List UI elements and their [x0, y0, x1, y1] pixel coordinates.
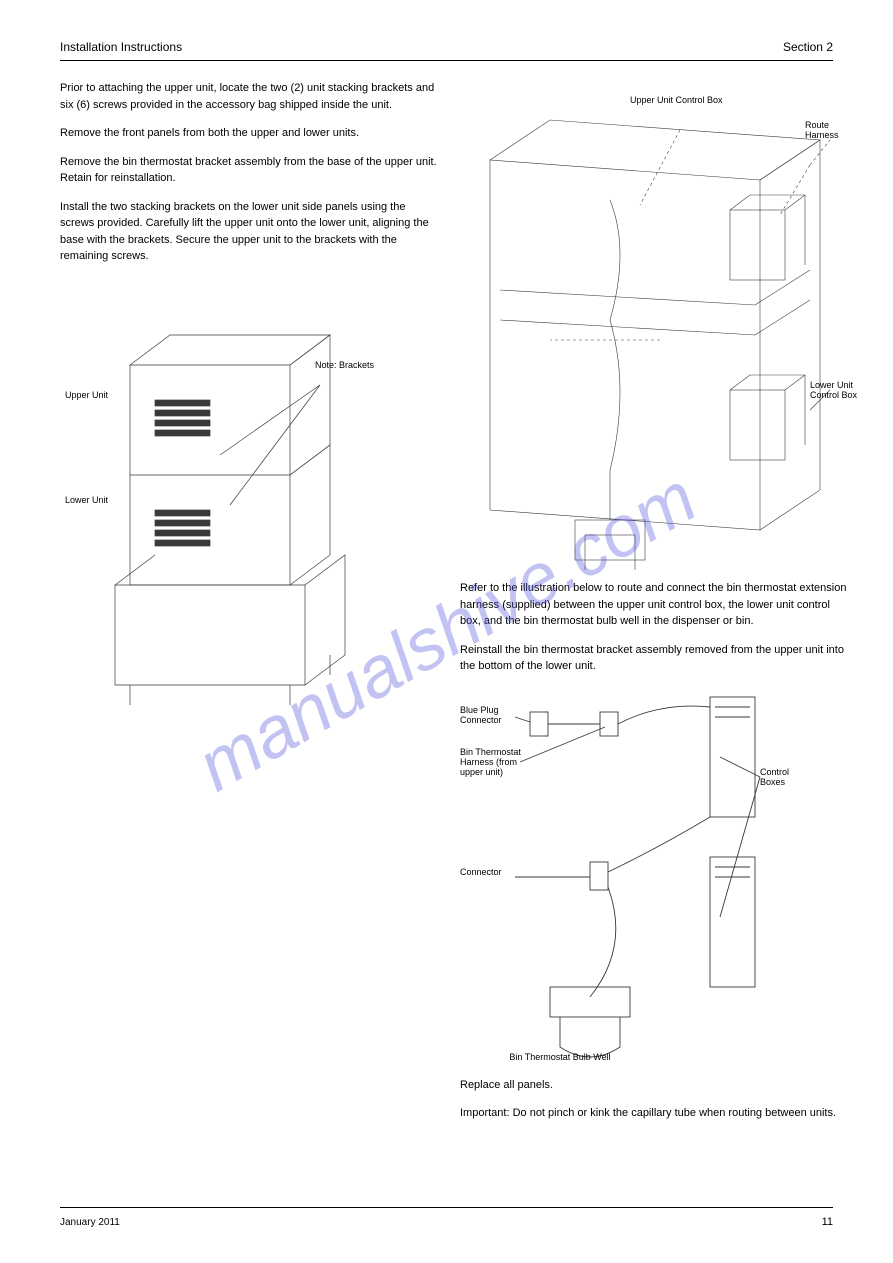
header-left: Installation Instructions — [60, 40, 182, 54]
page-number: 11 — [822, 1216, 833, 1228]
right-para-4: Important: Do not pinch or kink the capi… — [460, 1105, 850, 1122]
detail-label-c: Connector — [460, 867, 515, 877]
left-para-4: Install the two stacking brackets on the… — [60, 199, 440, 265]
left-para-1: Prior to attaching the upper unit, locat… — [60, 80, 440, 113]
detail-label-a: Blue Plug Connector — [460, 705, 520, 725]
page: Installation Instructions Section 2 Prio… — [0, 0, 893, 1263]
left-para-3: Remove the bin thermostat bracket assemb… — [60, 154, 440, 187]
right-para-1: Refer to the illustration below to route… — [460, 580, 850, 630]
left-fig-caption: Note: Brackets — [315, 360, 374, 370]
detail-label-e: Bin Thermostat Bulb Well — [500, 1052, 620, 1062]
right-para-2: Reinstall the bin thermostat bracket ass… — [460, 642, 850, 675]
right-column: Upper Unit Control Box Route Harness Low… — [460, 80, 850, 1134]
detail-label-b: Bin Thermostat Harness (from upper unit) — [460, 747, 525, 777]
header-rule — [60, 60, 833, 61]
left-fig-label-upper: Upper Unit — [65, 390, 108, 400]
left-para-2: Remove the front panels from both the up… — [60, 125, 440, 142]
left-fig-label-lower: Lower Unit — [65, 495, 108, 505]
header-right: Section 2 — [783, 40, 833, 54]
right-figure-rear-view: Upper Unit Control Box Route Harness Low… — [460, 90, 850, 570]
rf-label-lower-cb: Lower Unit Control Box — [810, 380, 860, 400]
left-column: Prior to attaching the upper unit, locat… — [60, 80, 440, 735]
right-figure-detail: Blue Plug Connector Bin Thermostat Harne… — [460, 687, 850, 1067]
right-para-3: Replace all panels. — [460, 1077, 850, 1094]
left-figure-stacked-units: Upper Unit Lower Unit Note: Brackets — [60, 305, 440, 725]
rf-label-route: Route Harness — [805, 120, 855, 140]
footer-date: January 2011 — [60, 1217, 120, 1228]
detail-label-d: Control Boxes — [760, 767, 800, 787]
rf-label-upper-cb: Upper Unit Control Box — [630, 95, 723, 105]
footer-rule — [60, 1207, 833, 1208]
